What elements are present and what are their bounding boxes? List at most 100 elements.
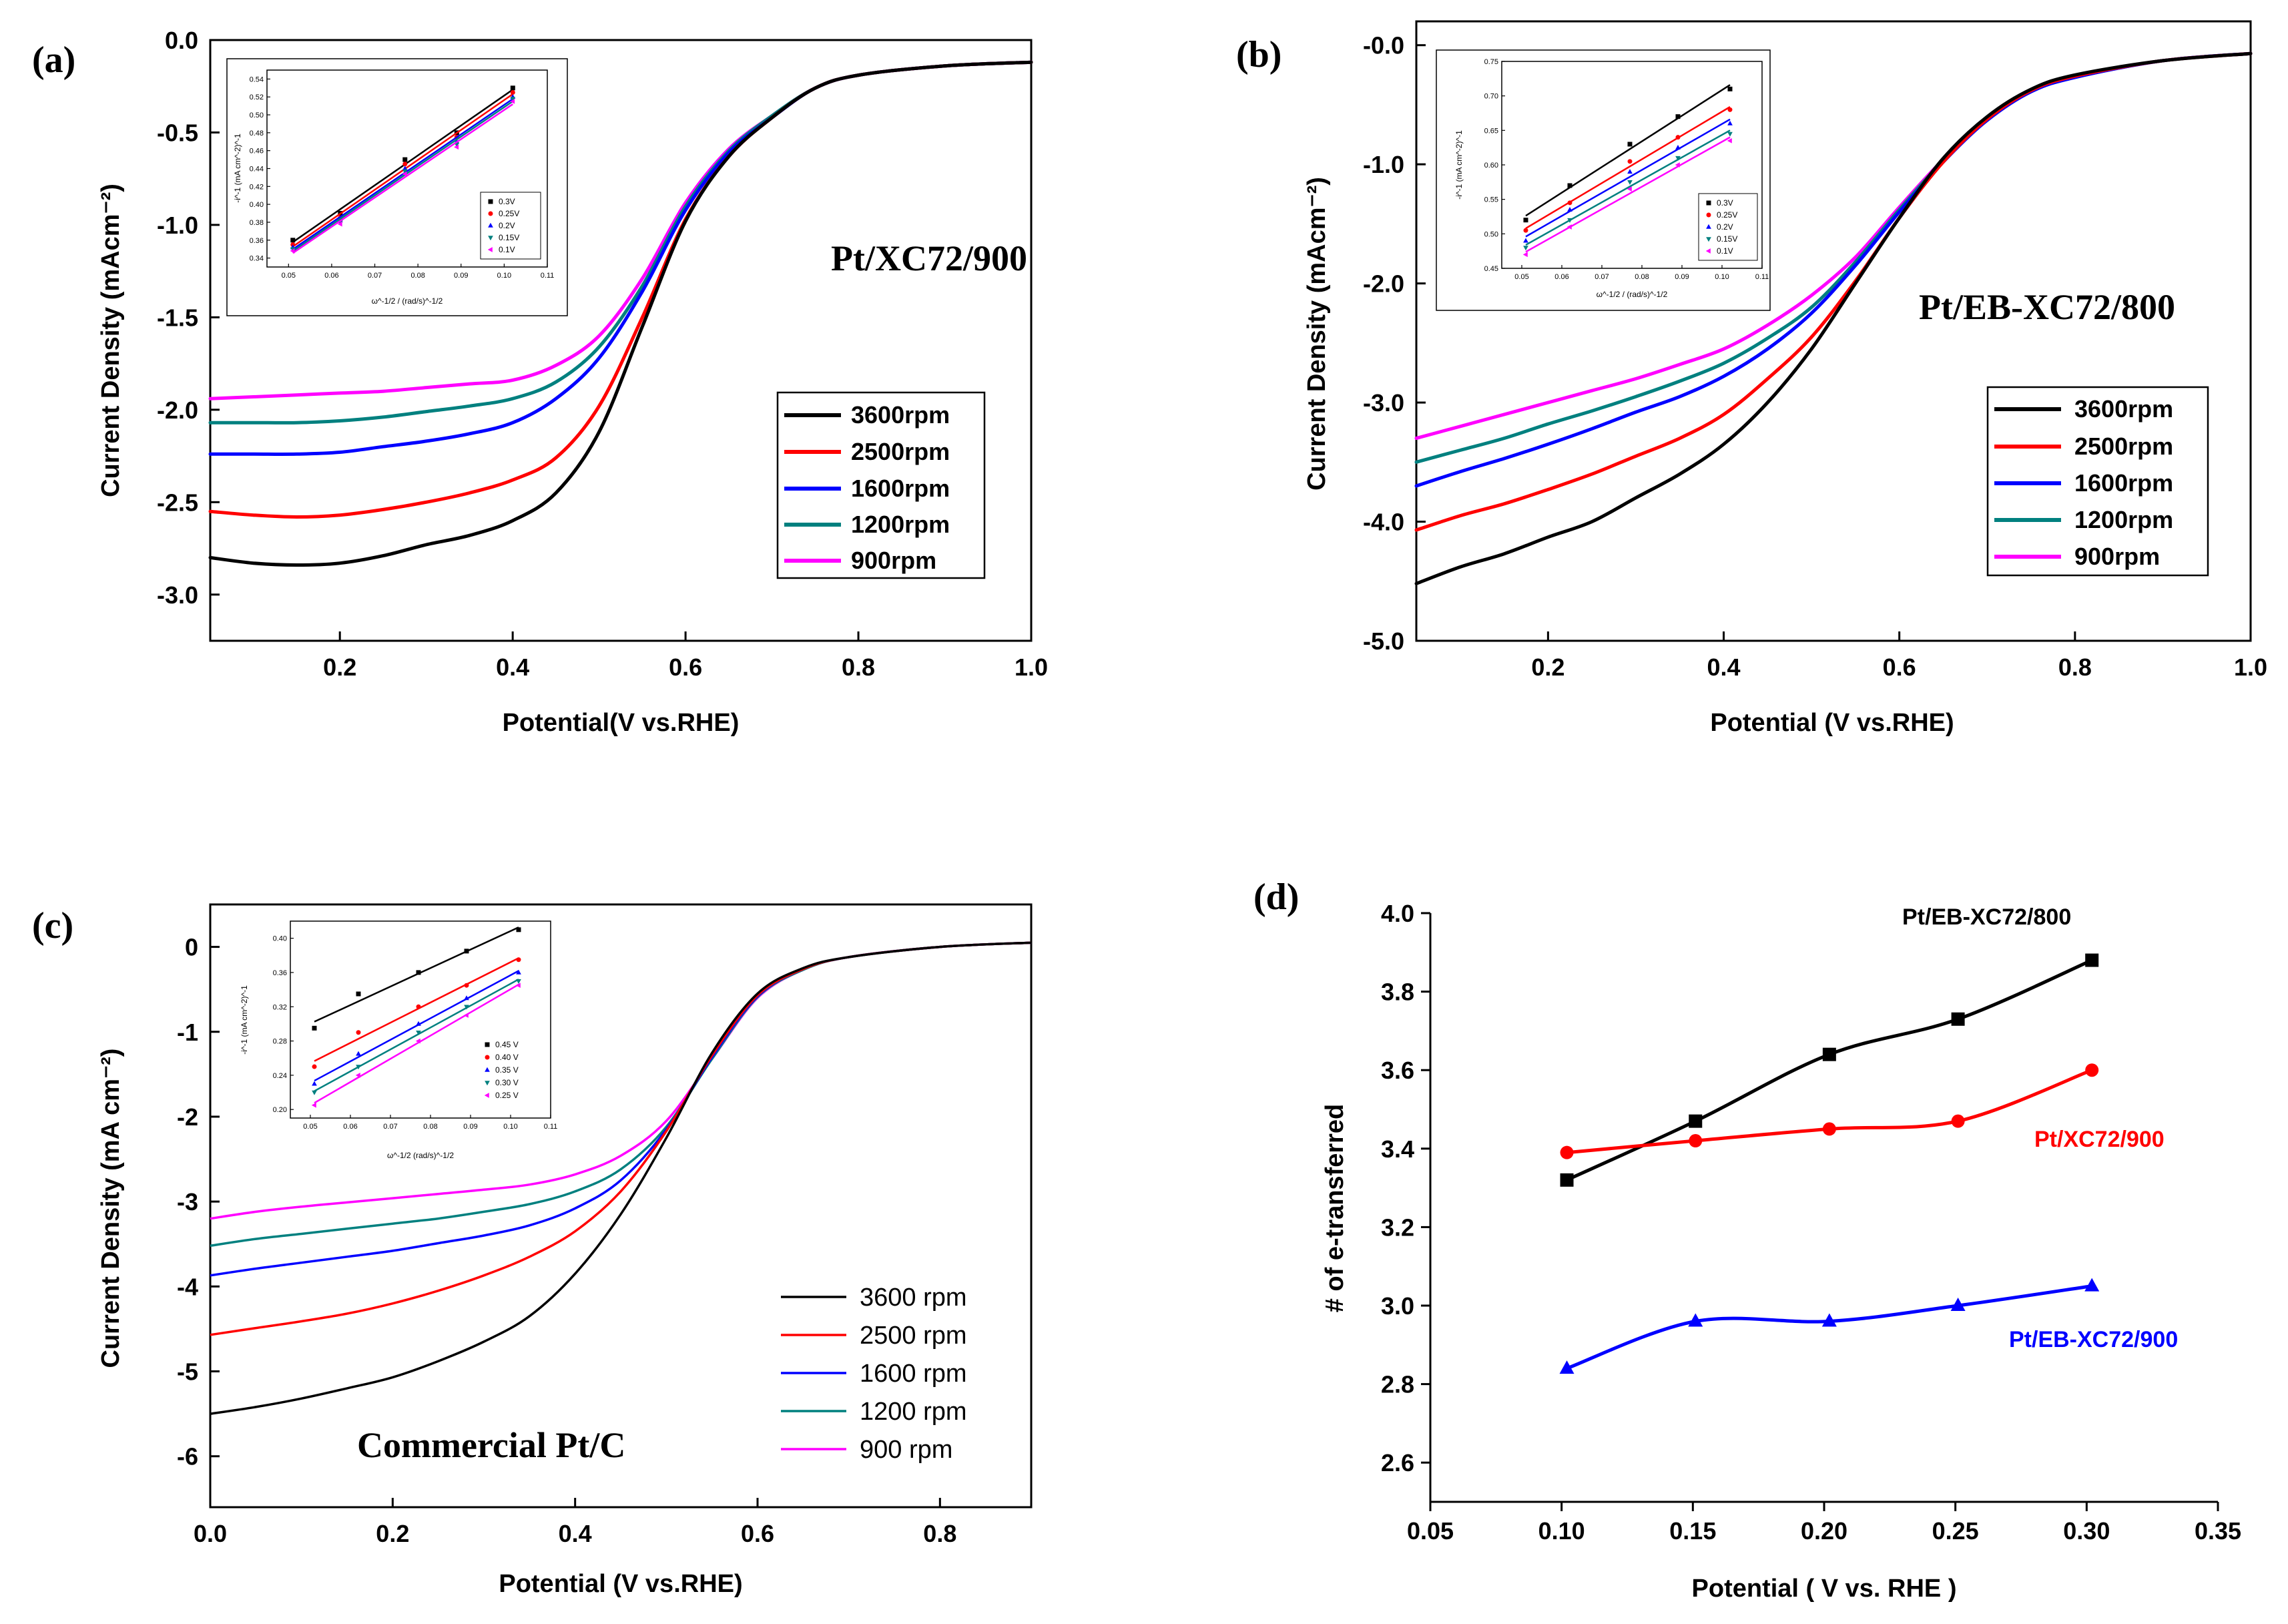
data-point bbox=[1822, 1122, 1836, 1136]
panel-b-sample-label: Pt/EB-XC72/800 bbox=[1919, 287, 2175, 327]
inset-fit-line bbox=[1525, 84, 1731, 217]
inset-legend-marker bbox=[1706, 200, 1711, 206]
inset-y-tick-label: 0.42 bbox=[250, 183, 264, 191]
legend-label: 2500 rpm bbox=[860, 1322, 967, 1350]
inset-legend-marker bbox=[485, 1055, 490, 1060]
panel-d-x-axis-title: Potential ( V vs. RHE ) bbox=[1692, 1575, 1957, 1603]
y-tick-label: -3 bbox=[177, 1188, 198, 1215]
y-tick-label: -4.0 bbox=[1363, 509, 1404, 536]
inset-data-point bbox=[1523, 218, 1528, 223]
data-point bbox=[1689, 1134, 1703, 1148]
panel-c-inset: 0.05 0.06 0.07 0.08 0.09 0.10 0.11 0.20 0.24 0.28… bbox=[224, 911, 571, 1168]
legend-label: 2500rpm bbox=[2074, 433, 2173, 460]
data-point bbox=[2085, 953, 2099, 967]
inset-data-point bbox=[1627, 186, 1632, 192]
inset-y-tick-label: 0.32 bbox=[273, 1003, 287, 1011]
y-tick-label: 4.0 bbox=[1381, 900, 1414, 927]
panel-c-sample-label: Commercial Pt/C bbox=[357, 1425, 625, 1465]
inset-legend-label: 0.3V bbox=[1717, 198, 1733, 208]
inset-data-point bbox=[416, 1021, 421, 1026]
inset-x-tick-label: 0.08 bbox=[410, 272, 424, 280]
panel-b-inset-frame bbox=[1436, 49, 1771, 311]
inset-data-point bbox=[1523, 228, 1528, 233]
panel-b-curves bbox=[1414, 51, 2253, 585]
inset-data-point bbox=[1675, 135, 1681, 140]
legend-label: 900 rpm bbox=[860, 1436, 952, 1464]
inset-legend-marker bbox=[488, 236, 493, 241]
inset-y-tick-label: 0.34 bbox=[250, 255, 264, 263]
inset-data-point bbox=[356, 991, 361, 997]
inset-y-tick-label: 0.50 bbox=[250, 111, 264, 119]
panel-c-x-ticks: 0.0 0.2 0.4 0.6 0.8 bbox=[194, 1498, 956, 1547]
x-tick-label: 0.6 bbox=[741, 1520, 774, 1547]
inset-data-point bbox=[402, 157, 408, 162]
panel-c-inset-x-title: ω^-1/2 (rad/s)^-1/2 bbox=[387, 1151, 454, 1160]
inset-x-tick-label: 0.09 bbox=[454, 272, 468, 280]
panel-b-plot-frame bbox=[1415, 20, 2252, 642]
inset-x-tick-label: 0.05 bbox=[1514, 273, 1528, 281]
inset-fit-line bbox=[314, 983, 519, 1104]
panel-a-inset-x-title: ω^-1/2 / (rad/s)^-1/2 bbox=[372, 296, 443, 306]
x-tick-label: 0.8 bbox=[923, 1520, 956, 1547]
panel-c-inset-y-title: -i^-1 (mA cm^-2)^-1 bbox=[240, 985, 249, 1055]
inset-legend-marker bbox=[485, 1042, 490, 1047]
y-tick-label: 0.0 bbox=[165, 27, 198, 54]
inset-data-point bbox=[415, 1038, 420, 1044]
inset-data-point bbox=[1627, 159, 1633, 164]
y-tick-label: -1.5 bbox=[157, 304, 198, 331]
inset-data-point bbox=[463, 1013, 469, 1018]
x-tick-label: 0.8 bbox=[2058, 653, 2092, 681]
inset-legend-marker bbox=[484, 1093, 489, 1098]
inset-legend-label: 0.45 V bbox=[495, 1040, 519, 1049]
inset-data-point bbox=[356, 1065, 361, 1070]
x-tick-label: 0.6 bbox=[669, 653, 702, 681]
panel-b-letter: (b) bbox=[1236, 34, 1281, 75]
panel-a-inset-frame bbox=[226, 58, 568, 316]
x-tick-label: 0.4 bbox=[559, 1520, 592, 1547]
panel-c-inset-content: 0.05 0.06 0.07 0.08 0.09 0.10 0.11 0.20 0.24 0.28… bbox=[273, 926, 557, 1131]
inset-y-tick-label: 0.40 bbox=[273, 935, 287, 943]
y-tick-label: -1 bbox=[177, 1019, 198, 1046]
inset-data-point bbox=[416, 970, 421, 975]
inset-fit-line bbox=[1525, 129, 1731, 246]
inset-y-tick-label: 0.36 bbox=[250, 237, 264, 245]
panel-a-legend-box bbox=[776, 391, 986, 579]
inset-y-tick-label: 0.28 bbox=[273, 1038, 287, 1046]
inset-data-point bbox=[510, 99, 515, 104]
inset-x-tick-label: 0.06 bbox=[324, 272, 338, 280]
inset-fit-line bbox=[314, 957, 519, 1062]
panel-b-x-axis-title: Potential (V vs.RHE) bbox=[1710, 709, 1954, 737]
inset-y-tick-label: 0.45 bbox=[1484, 265, 1498, 273]
inset-legend-marker bbox=[488, 222, 493, 228]
inset-y-tick-label: 0.44 bbox=[250, 166, 264, 174]
inset-data-point bbox=[1675, 144, 1681, 150]
inset-data-point bbox=[516, 969, 521, 975]
y-tick-label: 2.8 bbox=[1381, 1371, 1414, 1398]
y-tick-label: 3.6 bbox=[1381, 1057, 1414, 1084]
panel-d-label-pt-eb-xc72-800: Pt/EB-XC72/800 bbox=[1902, 904, 2071, 930]
panel-c: (c) 0.0 0.2 0.4 0.6 0.8 0 -1 -2 -3 -4 -5 -6 Potent… bbox=[32, 903, 1033, 1598]
y-tick-label: -5.0 bbox=[1363, 627, 1404, 655]
curve-3600rpm bbox=[208, 60, 1033, 567]
x-tick-label: 0.8 bbox=[842, 653, 875, 681]
inset-fit-line bbox=[292, 89, 514, 243]
panel-b-y-axis-title: Current Density (mAcm⁻²) bbox=[1303, 177, 1331, 491]
panel-b-inset: 0.05 0.06 0.07 0.08 0.09 0.10 0.11 0.45 0.50 0.55… bbox=[1436, 49, 1771, 311]
curve-pt-eb-xc72-800 bbox=[1565, 959, 2094, 1182]
legend-label: 2500rpm bbox=[851, 438, 950, 465]
inset-data-point bbox=[1675, 156, 1681, 161]
data-point bbox=[2084, 1278, 2100, 1292]
panel-b: (b) 0.2 0.4 0.6 0.8 1.0 -0.0 -1.0 -2.0 -3.0 -4.0… bbox=[1236, 20, 2267, 737]
inset-y-tick-label: 0.60 bbox=[1484, 162, 1498, 170]
inset-data-point bbox=[311, 1102, 316, 1108]
data-point bbox=[1950, 1298, 1966, 1311]
inset-x-tick-label: 0.05 bbox=[303, 1123, 317, 1131]
inset-data-point bbox=[510, 85, 515, 91]
inset-legend-label: 0.35 V bbox=[495, 1065, 519, 1075]
inset-y-tick-label: 0.54 bbox=[250, 75, 264, 83]
panel-c-curves bbox=[210, 941, 1032, 1415]
inset-data-point bbox=[1567, 200, 1572, 206]
x-tick-label: 0.30 bbox=[2063, 1517, 2110, 1545]
x-tick-label: 0.15 bbox=[1669, 1517, 1716, 1545]
inset-data-point bbox=[464, 1005, 469, 1010]
